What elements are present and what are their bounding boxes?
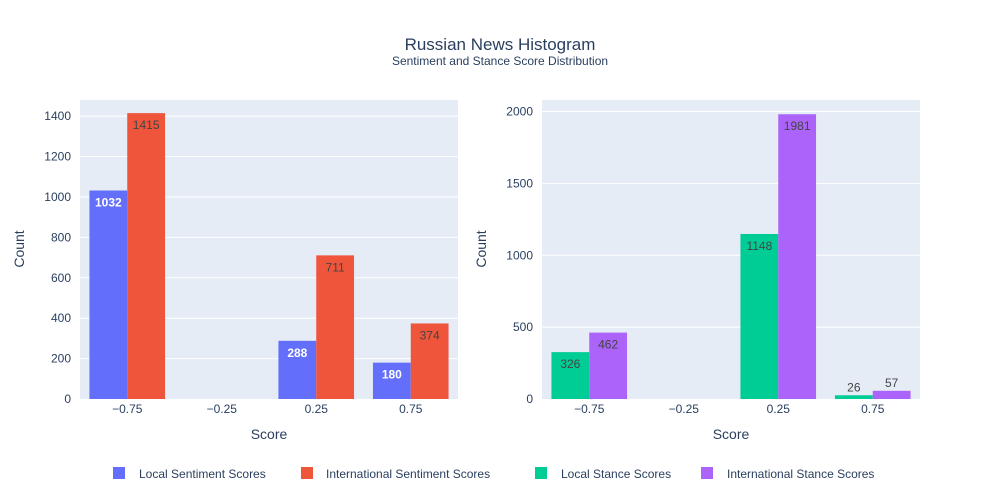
bar xyxy=(89,190,128,399)
legend-label-local-stance: Local Stance Scores xyxy=(561,467,671,481)
legend-item-local-stance[interactable]: Local Stance Scores xyxy=(535,467,671,481)
y-tick-label: 200 xyxy=(51,352,71,366)
legend-swatch-local-sentiment xyxy=(113,467,125,479)
bar xyxy=(740,233,779,399)
x-tick-label: −0.75 xyxy=(574,402,605,416)
right-panel: 0 500 1000 1500 2000 −0.75 −0.25 0.25 0.75 326 114… xyxy=(473,100,920,442)
legend-swatch-international-sentiment xyxy=(301,467,313,479)
legend-item-international-sentiment[interactable]: International Sentiment Scores xyxy=(301,467,490,481)
y-tick-label: 1500 xyxy=(506,176,533,190)
y-tick-label: 2000 xyxy=(506,105,533,119)
bar xyxy=(778,114,817,399)
legend-label-international-sentiment: International Sentiment Scores xyxy=(326,467,490,481)
bar-value-label: 1148 xyxy=(746,239,772,253)
right-plot-marks: 0 500 1000 1500 2000 −0.75 −0.25 0.25 0.75 326 114… xyxy=(506,105,920,416)
legend-label-international-stance: International Stance Scores xyxy=(727,467,874,481)
legend-swatch-local-stance xyxy=(535,467,547,479)
x-tick-label: −0.75 xyxy=(112,402,143,416)
left-plot-marks: 0 200 400 600 800 1000 1200 1400 −0.75 −0.25 0.25 0… xyxy=(44,109,458,416)
y-tick-label: 0 xyxy=(64,392,71,406)
right-y-axis-title: Count xyxy=(473,230,489,267)
legend-swatch-international-stance xyxy=(701,467,713,479)
left-y-axis-title: Count xyxy=(11,230,27,267)
chart-subtitle: Sentiment and Stance Score Distribution xyxy=(392,54,608,68)
x-tick-label: 0.25 xyxy=(305,402,329,416)
legend-item-local-sentiment[interactable]: Local Sentiment Scores xyxy=(113,467,266,481)
y-tick-label: 800 xyxy=(51,230,71,244)
bar xyxy=(872,390,911,399)
bar xyxy=(589,332,628,399)
bar-value-label: 288 xyxy=(287,346,307,360)
legend[interactable]: Local Sentiment Scores International Sen… xyxy=(113,467,874,481)
y-tick-label: 1000 xyxy=(506,248,533,262)
bar xyxy=(278,340,317,399)
bar xyxy=(834,395,873,399)
bar-value-label: 462 xyxy=(598,338,618,352)
bar-value-label: 711 xyxy=(326,260,345,274)
bar-value-label: 374 xyxy=(420,328,440,342)
x-tick-label: 0.75 xyxy=(861,402,885,416)
x-tick-label: 0.75 xyxy=(399,402,423,416)
left-panel: 0 200 400 600 800 1000 1200 1400 −0.75 −0.25 0.25 0… xyxy=(11,100,458,442)
bar-value-label: 1032 xyxy=(95,196,122,210)
bar xyxy=(127,113,166,399)
x-tick-label: −0.25 xyxy=(207,402,238,416)
bar-value-label: 326 xyxy=(560,357,580,371)
left-x-axis-title: Score xyxy=(251,426,288,442)
x-tick-label: −0.25 xyxy=(669,402,700,416)
legend-label-local-sentiment: Local Sentiment Scores xyxy=(139,467,266,481)
y-tick-label: 1200 xyxy=(44,150,71,164)
bar xyxy=(551,352,590,399)
bar-value-label: 57 xyxy=(885,376,899,390)
y-tick-label: 1400 xyxy=(44,109,71,123)
y-tick-label: 0 xyxy=(526,392,533,406)
legend-item-international-stance[interactable]: International Stance Scores xyxy=(701,467,874,481)
y-tick-label: 1000 xyxy=(44,190,71,204)
bar xyxy=(372,362,411,399)
y-tick-label: 600 xyxy=(51,271,71,285)
bar xyxy=(316,255,355,399)
bar-value-label: 1981 xyxy=(784,119,811,133)
x-tick-label: 0.25 xyxy=(767,402,791,416)
bar xyxy=(410,323,449,399)
chart-title: Russian News Histogram xyxy=(405,35,596,54)
bar-value-label: 1415 xyxy=(133,118,160,132)
y-tick-label: 500 xyxy=(513,320,533,334)
bar-value-label: 180 xyxy=(382,368,402,382)
bar-value-label: 26 xyxy=(847,380,861,394)
right-x-axis-title: Score xyxy=(713,426,750,442)
y-tick-label: 400 xyxy=(51,311,71,325)
